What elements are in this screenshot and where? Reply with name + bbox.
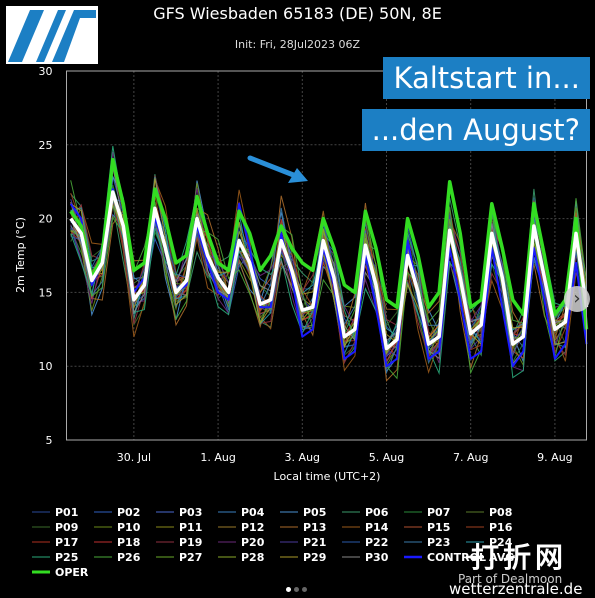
series-line-oper [69, 157, 589, 330]
watermark-site: wetterzentrale.de [449, 580, 583, 598]
chart-title: GFS Wiesbaden 65183 (DE) 50N, 8E [153, 4, 442, 23]
x-tick-label: 5. Aug [369, 451, 404, 464]
legend-label: OPER [55, 566, 89, 579]
legend-label: CONTROL [427, 551, 486, 564]
highlight-lines [69, 157, 589, 368]
legend-label: P02 [117, 506, 140, 519]
x-axis-label: Local time (UTC+2) [274, 470, 381, 483]
legend-label: P16 [489, 521, 513, 534]
legend-label: P13 [303, 521, 326, 534]
legend-label: AVG [489, 551, 514, 564]
legend-label: P11 [179, 521, 202, 534]
legend-label: P01 [55, 506, 78, 519]
carousel-dot[interactable] [302, 587, 307, 592]
legend-label: P28 [241, 551, 264, 564]
legend-label: P24 [489, 536, 513, 549]
legend-label: P19 [179, 536, 202, 549]
legend-label: P30 [365, 551, 389, 564]
legend-label: P27 [179, 551, 202, 564]
y-axis-ticks: 5 10 15 20 25 30 [39, 65, 53, 447]
legend-label: P20 [241, 536, 265, 549]
y-tick-label: 10 [39, 360, 53, 373]
watermark-part-of: Part of Dealmoon [458, 572, 563, 586]
legend-label: P05 [303, 506, 326, 519]
legend-label: P26 [117, 551, 141, 564]
plot-frame [66, 70, 587, 441]
y-axis-label: 2m Temp (°C) [14, 217, 27, 293]
y-tick-label: 15 [39, 286, 53, 299]
legend-label: P22 [365, 536, 388, 549]
y-tick-label: 5 [46, 434, 53, 447]
legend-label: P18 [117, 536, 140, 549]
carousel-indicator [286, 577, 310, 596]
legend-label: P07 [427, 506, 450, 519]
x-axis-ticks: 30. Jul 1. Aug 3. Aug 5. Aug 7. Aug 9. Aug [117, 451, 573, 464]
x-tick-label: 30. Jul [117, 451, 151, 464]
legend-label: P21 [303, 536, 326, 549]
legend-label: P09 [55, 521, 78, 534]
series-line-avg [69, 190, 589, 351]
banner-line-1: Kaltstart in... [383, 57, 590, 99]
legend: P01 P02 P03 P04 P05 P06 P07 P08 P09 P10 P11 P12 P13 P… [32, 506, 514, 579]
legend-label: P29 [303, 551, 326, 564]
legend-label: P10 [117, 521, 141, 534]
x-tick-label: 3. Aug [285, 451, 320, 464]
x-tick-label: 9. Aug [537, 451, 572, 464]
wetterzentrale-logo [6, 6, 98, 64]
carousel-dot[interactable] [294, 587, 299, 592]
init-time: Init: Fri, 28Jul2023 06Z [234, 38, 361, 51]
chevron-right-icon: › [573, 288, 581, 309]
banner-line-2: ...den August? [361, 109, 590, 151]
watermark-chinese: 打折网 [471, 541, 568, 574]
next-slide-button[interactable]: › [564, 286, 590, 312]
legend-label: P12 [241, 521, 264, 534]
y-tick-label: 30 [39, 65, 53, 78]
x-tick-label: 1. Aug [200, 451, 235, 464]
legend-label: P14 [365, 521, 389, 534]
legend-label: P23 [427, 536, 450, 549]
legend-label: P04 [241, 506, 265, 519]
x-tick-label: 7. Aug [453, 451, 488, 464]
legend-label: P17 [55, 536, 78, 549]
legend-label: P25 [55, 551, 78, 564]
y-tick-label: 25 [39, 139, 53, 152]
carousel-dot[interactable] [286, 587, 291, 592]
y-tick-label: 20 [39, 213, 53, 226]
series-line-control [69, 188, 588, 368]
annotation-arrow [247, 155, 308, 183]
legend-label: P06 [365, 506, 389, 519]
legend-label: P08 [489, 506, 512, 519]
legend-label: P03 [179, 506, 202, 519]
legend-label: P15 [427, 521, 450, 534]
